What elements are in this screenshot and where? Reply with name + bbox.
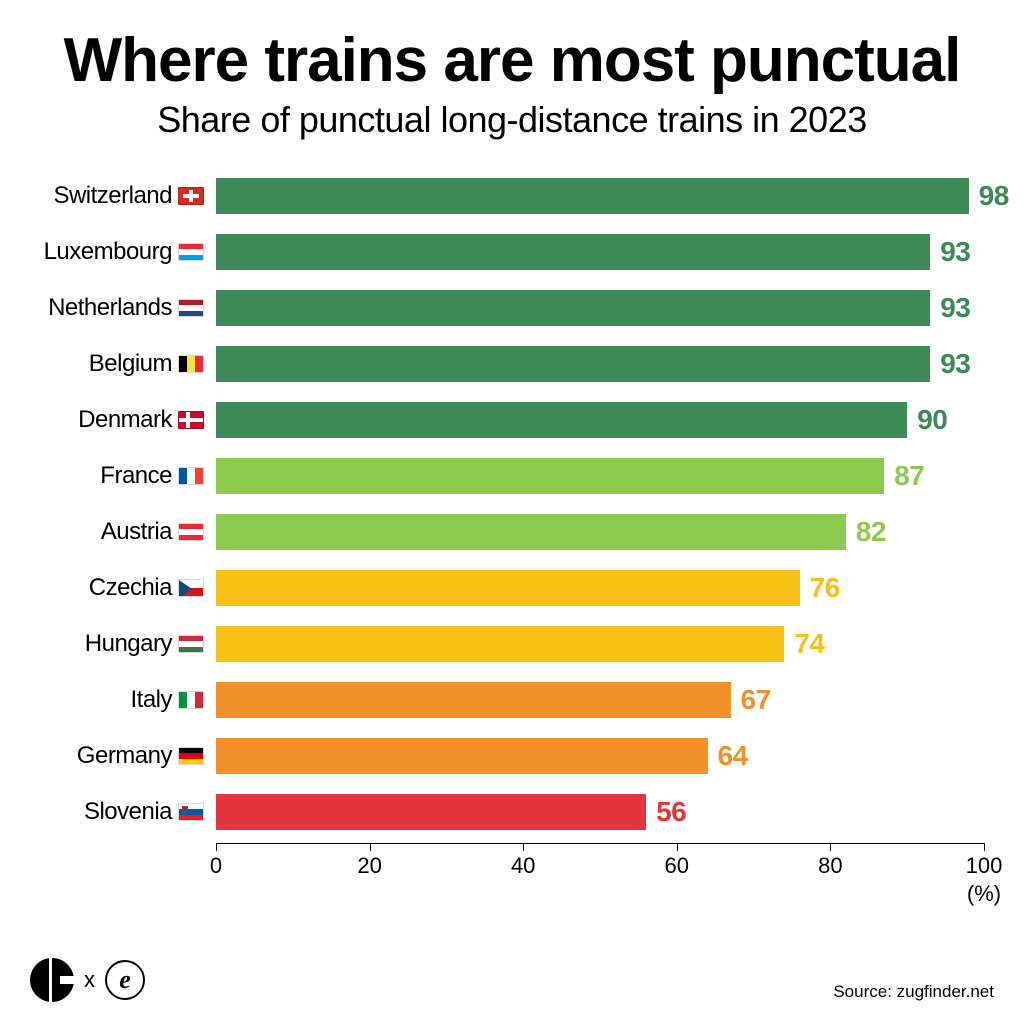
bar [216,234,930,270]
chart-row: Belgium 93 [40,339,984,389]
chart-row: Czechia 76 [40,563,984,613]
bar-value: 76 [810,572,840,604]
axis-unit-label: (%) [967,881,1001,907]
country-label: Luxembourg [40,238,212,266]
country-label: Denmark [40,406,212,434]
country-label: Italy [40,686,212,714]
bar-area: 93 [216,234,984,270]
bar-area: 87 [216,458,984,494]
bar [216,738,708,774]
chart-row: Germany 64 [40,731,984,781]
axis-tick [216,843,217,851]
axis-line [216,843,984,844]
bar-value: 90 [917,404,947,436]
flag-icon [178,747,204,765]
bar-value: 98 [979,180,1009,212]
bar-area: 82 [216,514,984,550]
country-label: Slovenia [40,798,212,826]
bar-chart: Switzerland98Luxembourg93Netherlands93Be… [40,171,984,837]
bar-area: 76 [216,570,984,606]
flag-icon [178,243,204,261]
axis-tick-label: 80 [818,853,842,879]
chart-row: France 87 [40,451,984,501]
flag-icon [178,803,204,821]
axis-tick-label: 20 [357,853,381,879]
flag-icon [178,187,204,205]
flag-icon [178,355,204,373]
chart-row: Austria 82 [40,507,984,557]
axis-tick-label: 0 [210,853,222,879]
chart-row: Slovenia 56 [40,787,984,837]
bar [216,178,969,214]
logos: x e [30,958,145,1002]
bar-area: 74 [216,626,984,662]
chart-row: Netherlands 93 [40,283,984,333]
bar-area: 67 [216,682,984,718]
country-label: Netherlands [40,294,212,322]
bar [216,514,846,550]
bar-value: 87 [894,460,924,492]
bar-area: 93 [216,290,984,326]
axis-tick [370,843,371,851]
country-label: Czechia [40,574,212,602]
chart-row: Denmark 90 [40,395,984,445]
axis-tick [984,843,985,851]
publisher-logo-2-icon: e [105,960,145,1000]
chart-row: Switzerland98 [40,171,984,221]
bar-value: 93 [940,236,970,268]
bar [216,794,646,830]
bar [216,682,731,718]
country-label: Germany [40,742,212,770]
country-label: Belgium [40,350,212,378]
bar [216,346,930,382]
logo-separator: x [84,967,95,993]
bar-area: 93 [216,346,984,382]
axis-tick-label: 60 [665,853,689,879]
country-label: Hungary [40,630,212,658]
x-axis: 020406080100(%) [216,843,984,903]
axis-tick [830,843,831,851]
publisher-logo-1-icon [30,958,74,1002]
bar [216,626,784,662]
chart-title: Where trains are most punctual [40,28,984,93]
flag-icon [178,299,204,317]
bar-value: 74 [794,628,824,660]
flag-icon [178,411,204,429]
country-label: Austria [40,518,212,546]
bar [216,458,884,494]
bar [216,402,907,438]
bar [216,290,930,326]
chart-row: Italy 67 [40,675,984,725]
chart-subtitle: Share of punctual long-distance trains i… [40,99,984,141]
bar-area: 90 [216,402,984,438]
bar-value: 56 [656,796,686,828]
chart-row: Luxembourg 93 [40,227,984,277]
bar-value: 93 [940,348,970,380]
axis-tick [523,843,524,851]
bar-area: 64 [216,738,984,774]
country-label: France [40,462,212,490]
chart-row: Hungary 74 [40,619,984,669]
bar [216,570,800,606]
bar-area: 56 [216,794,984,830]
source-label: Source: zugfinder.net [833,982,994,1002]
axis-tick-label: 40 [511,853,535,879]
bar-area: 98 [216,178,984,214]
flag-icon [178,467,204,485]
axis-tick [677,843,678,851]
bar-value: 82 [856,516,886,548]
flag-icon [178,579,204,597]
footer: x e Source: zugfinder.net [30,958,994,1002]
bar-value: 64 [718,740,748,772]
flag-icon [178,691,204,709]
flag-icon [178,523,204,541]
bar-value: 67 [741,684,771,716]
bar-value: 93 [940,292,970,324]
flag-icon [178,635,204,653]
country-label: Switzerland [40,182,212,210]
axis-tick-label: 100 [966,853,1003,879]
